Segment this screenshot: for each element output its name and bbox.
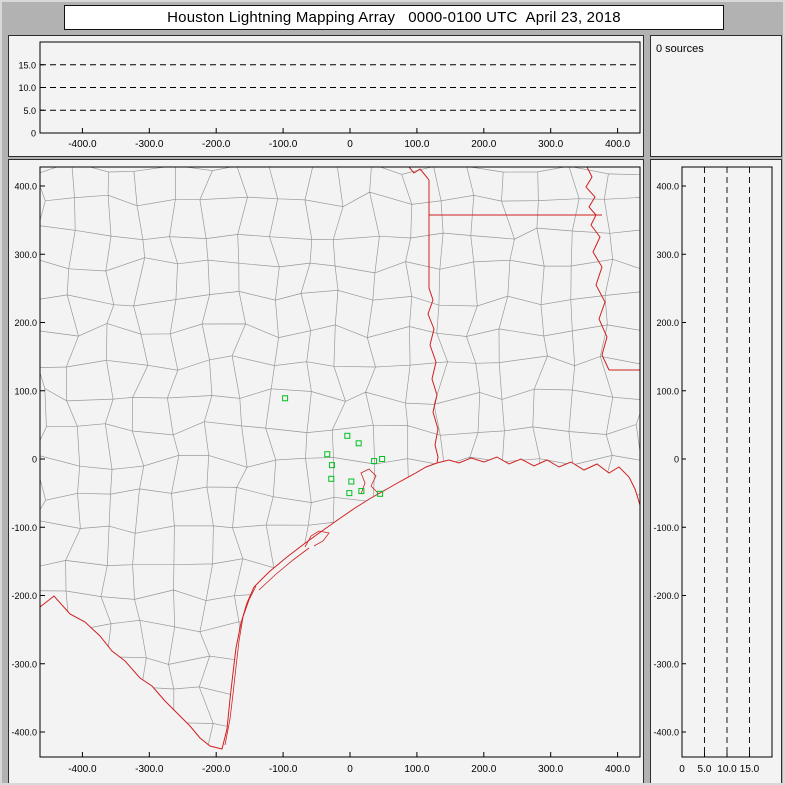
state-borders-layer bbox=[40, 167, 640, 750]
ns-tick-label: 400.0 bbox=[14, 182, 37, 192]
lma-stations-layer bbox=[282, 395, 386, 497]
red-river-border bbox=[408, 167, 430, 181]
station-marker bbox=[282, 395, 289, 402]
mississippi-river-border bbox=[585, 167, 610, 371]
station-marker bbox=[379, 456, 386, 462]
ew-tick-label: -400.0 bbox=[68, 139, 97, 150]
ns-tick-label: -400.0 bbox=[653, 728, 679, 738]
ew-tick-label: 200.0 bbox=[471, 139, 496, 150]
station-marker bbox=[328, 462, 335, 469]
altitude-tick-label: 0 bbox=[679, 764, 685, 775]
bay-outline bbox=[304, 530, 330, 548]
ns-tick-label: -100.0 bbox=[11, 523, 37, 533]
station-marker bbox=[355, 440, 362, 447]
ns-tick-label: -300.0 bbox=[653, 659, 679, 669]
altitude-vs-northsouth-panel: 0 5.0 10.0 15.0 400.0 300.0 200.0 100.0 0 -100.0 -… bbox=[650, 159, 782, 784]
plan-view-map-panel: -400.0 -300.0 -200.0 -100.0 0 100.0 200.0 300.0… bbox=[8, 159, 644, 784]
altitude-tick-label: 5.0 bbox=[23, 106, 36, 116]
ns-tick-label: 200.0 bbox=[656, 318, 679, 328]
ns-tick-label: 100.0 bbox=[656, 386, 679, 396]
station-marker bbox=[324, 451, 331, 458]
ew-tick-label: -200.0 bbox=[202, 764, 231, 775]
ns-tick-label: -400.0 bbox=[11, 728, 37, 738]
ns-tick-label: 0 bbox=[674, 455, 679, 465]
altitude-tick-label: 5.0 bbox=[698, 764, 712, 775]
station-marker bbox=[358, 488, 365, 495]
ew-tick-label: 400.0 bbox=[605, 139, 630, 150]
altitude-tick-label: 10.0 bbox=[717, 764, 737, 775]
barrier-island bbox=[258, 547, 310, 591]
ew-tick-label: -300.0 bbox=[135, 139, 164, 150]
axes-frame bbox=[39, 166, 641, 758]
altitude-tick-label: 15.0 bbox=[18, 60, 36, 70]
ns-tick-label: -200.0 bbox=[11, 591, 37, 601]
ew-tick-label: -400.0 bbox=[68, 764, 97, 775]
station-marker bbox=[346, 490, 353, 497]
bay-outline bbox=[360, 468, 379, 495]
ew-tick-label: -100.0 bbox=[269, 139, 298, 150]
barrier-island bbox=[224, 585, 257, 746]
station-marker bbox=[377, 490, 384, 497]
ew-tick-label: 200.0 bbox=[471, 764, 496, 775]
altitude-vs-northsouth-plot[interactable]: 0 5.0 10.0 15.0 400.0 300.0 200.0 100.0 0 -100.0 -… bbox=[651, 160, 781, 784]
ns-tick-label: -100.0 bbox=[653, 523, 679, 533]
ns-tick-label: 300.0 bbox=[656, 250, 679, 260]
ew-tick-label: -200.0 bbox=[202, 139, 231, 150]
texas-louisiana-sabine-border bbox=[427, 215, 439, 464]
ns-tick-label: 100.0 bbox=[14, 386, 37, 396]
plan-view-map-plot[interactable]: -400.0 -300.0 -200.0 -100.0 0 100.0 200.0 300.0… bbox=[9, 160, 643, 784]
ns-tick-label: 400.0 bbox=[656, 182, 679, 192]
ns-tick-label: 0 bbox=[32, 455, 37, 465]
ns-tick-label: -200.0 bbox=[653, 591, 679, 601]
map-layers bbox=[40, 167, 640, 750]
ew-tick-label: 100.0 bbox=[404, 139, 429, 150]
plot-title: Houston Lightning Mapping Array 0000-010… bbox=[64, 5, 724, 30]
county-lines-layer bbox=[40, 167, 640, 749]
ew-tick-label: 300.0 bbox=[538, 139, 563, 150]
altitude-tick-label: 15.0 bbox=[740, 764, 760, 775]
station-marker bbox=[371, 458, 378, 465]
station-marker bbox=[348, 478, 355, 485]
ns-tick-label: -300.0 bbox=[11, 659, 37, 669]
ew-tick-label: 0 bbox=[347, 139, 353, 150]
altitude-tick-label: 10.0 bbox=[18, 83, 36, 93]
ew-tick-label: 0 bbox=[347, 764, 353, 775]
ew-tick-label: 100.0 bbox=[404, 764, 429, 775]
ns-tick-label: 200.0 bbox=[14, 318, 37, 328]
county-boundaries bbox=[40, 167, 640, 749]
station-marker bbox=[328, 475, 335, 482]
ew-tick-label: 300.0 bbox=[538, 764, 563, 775]
station-marker bbox=[344, 432, 351, 439]
altitude-tick-label: 0 bbox=[31, 129, 36, 139]
ew-tick-label: -300.0 bbox=[135, 764, 164, 775]
ns-tick-label: 300.0 bbox=[14, 250, 37, 260]
altitude-vs-eastwest-plot[interactable]: 0 5.0 10.0 15.0 -400.0 -300.0 -200.0 -100.0 0 100… bbox=[9, 36, 643, 156]
altitude-vs-eastwest-panel: 0 5.0 10.0 15.0 -400.0 -300.0 -200.0 -100.0 0 100… bbox=[8, 35, 644, 157]
source-count-panel: 0 sources bbox=[650, 35, 782, 157]
coastline-and-rio-grande bbox=[40, 456, 640, 750]
ew-tick-label: 400.0 bbox=[605, 764, 630, 775]
ew-tick-label: -100.0 bbox=[269, 764, 298, 775]
source-count-label: 0 sources bbox=[656, 43, 704, 55]
